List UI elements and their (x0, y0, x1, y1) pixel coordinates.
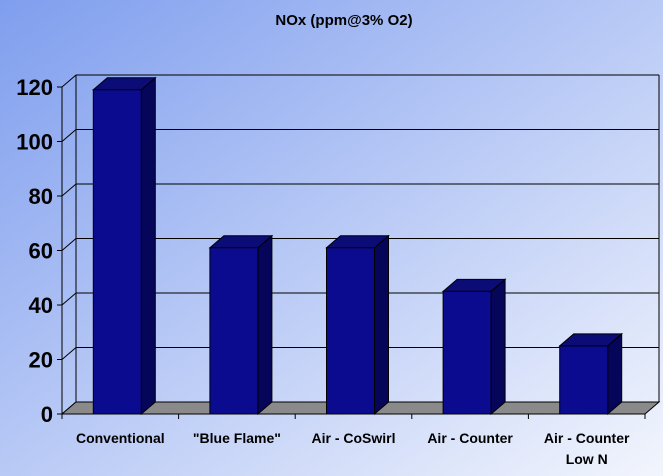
x-tick-label: Conventional (76, 430, 165, 446)
bar-side (140, 76, 156, 416)
bar (208, 234, 274, 416)
bar (558, 332, 624, 416)
y-tick-label: 80 (29, 184, 53, 209)
y-tick-label: 120 (16, 75, 53, 100)
x-tick-label: Air - Counter Low N (544, 430, 630, 467)
bar-front (209, 247, 259, 415)
y-tick-label: 60 (29, 239, 53, 264)
y-axis: 0 20 40 60 80 100 120 (16, 75, 646, 427)
y-tick-label: 20 (29, 348, 53, 373)
y-tick-label: 0 (41, 402, 53, 427)
bar-side (374, 234, 389, 416)
x-axis-labels: Conventional "Blue Flame" Air - CoSwirl Air… (76, 430, 630, 467)
y-tick-label: 100 (16, 130, 53, 155)
bar-side (607, 332, 623, 416)
chart-title: NOx (ppm@3% O2) (275, 12, 412, 29)
side-gridline (61, 292, 77, 306)
side-gridline (61, 238, 77, 251)
y-tick-label: 40 (29, 293, 53, 318)
side-gridline (61, 347, 77, 360)
side-gridline (61, 183, 77, 197)
x-tick-label: Air - CoSwirl (311, 430, 395, 446)
side-gridline (61, 74, 77, 88)
bar-front (92, 89, 142, 415)
bar-side (257, 234, 273, 416)
bar (325, 234, 390, 416)
bar-front (559, 345, 609, 415)
x-tick-label: "Blue Flame" (193, 430, 281, 446)
bar (91, 76, 157, 416)
bar (441, 278, 507, 416)
x-tick-label: Air - Counter (427, 430, 513, 446)
bars (91, 76, 624, 416)
side-gridline (61, 129, 77, 142)
bar-front (326, 247, 375, 415)
bar-front (442, 290, 492, 415)
bar-side (490, 278, 506, 416)
